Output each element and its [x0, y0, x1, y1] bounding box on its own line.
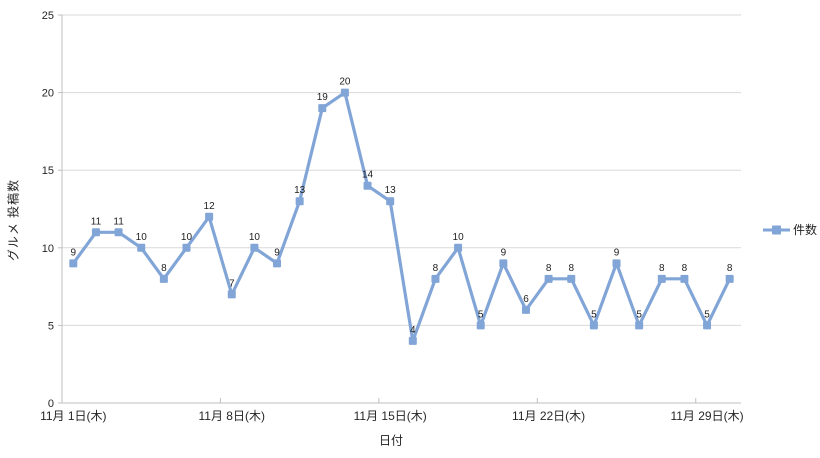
y-axis-title: グルメ 投稿数: [6, 178, 21, 262]
data-point-label: 10: [181, 232, 193, 243]
data-point-label: 8: [433, 263, 439, 274]
data-point-marker: [635, 321, 644, 330]
data-point-marker: [159, 274, 168, 283]
data-point-marker: [340, 88, 349, 97]
data-point-label: 5: [704, 309, 710, 320]
legend-label: 件数: [793, 223, 818, 237]
data-point-label: 12: [204, 201, 216, 212]
data-point-marker: [567, 274, 576, 283]
data-point-marker: [499, 259, 508, 268]
data-point-marker: [476, 321, 485, 330]
data-point-label: 10: [249, 232, 261, 243]
data-point-marker: [318, 104, 327, 113]
data-point-label: 9: [274, 247, 280, 258]
y-tick-label: 5: [48, 320, 54, 332]
data-point-marker: [521, 305, 530, 314]
data-point-marker: [589, 321, 598, 330]
data-point-label: 19: [317, 92, 329, 103]
data-point-label: 5: [591, 309, 597, 320]
data-point-marker: [454, 243, 463, 252]
data-point-label: 13: [294, 185, 306, 196]
legend-line-marker-icon: [763, 225, 790, 234]
x-tick-label: 11月 15日(木): [354, 409, 427, 423]
data-series-line: [71, 90, 732, 343]
data-point-label: 8: [546, 263, 552, 274]
x-tick-label: 11月 1日(木): [40, 409, 106, 423]
data-point-marker: [703, 321, 712, 330]
data-point-marker: [114, 228, 123, 237]
data-point-label: 8: [727, 263, 733, 274]
data-point-marker: [295, 197, 304, 206]
data-point-marker: [386, 197, 395, 206]
x-tick-label: 11月 29日(木): [670, 409, 743, 423]
data-point-marker: [91, 228, 100, 237]
data-point-label: 7: [229, 278, 235, 289]
data-point-marker: [69, 259, 78, 268]
data-point-label: 9: [501, 247, 507, 258]
data-point-label: 14: [362, 170, 374, 181]
data-point-marker: [725, 274, 734, 283]
data-point-marker: [205, 212, 214, 221]
data-point-marker: [250, 243, 259, 252]
data-point-label: 10: [136, 232, 148, 243]
data-point-marker: [431, 274, 440, 283]
data-point-marker: [680, 274, 689, 283]
data-point-label: 9: [71, 247, 77, 258]
y-tick-label: 0: [48, 398, 54, 410]
data-point-marker: [273, 259, 282, 268]
data-point-label: 11: [91, 216, 102, 227]
y-tick-label: 15: [42, 165, 54, 177]
x-axis-title: 日付: [378, 433, 404, 448]
data-point-label: 5: [478, 309, 484, 320]
data-point-label: 8: [682, 263, 688, 274]
data-point-label: 8: [568, 263, 574, 274]
data-point-label: 20: [339, 77, 351, 88]
y-tick-label: 25: [42, 10, 54, 22]
data-point-label: 13: [385, 185, 397, 196]
data-point-marker: [408, 336, 417, 345]
data-point-marker: [137, 243, 146, 252]
legend: 件数: [763, 221, 817, 238]
y-tick-label: 20: [42, 88, 54, 100]
data-point-label: 8: [161, 263, 167, 274]
legend-marker-square: [772, 225, 781, 234]
data-point-label: 11: [113, 216, 124, 227]
data-point-label: 10: [453, 232, 465, 243]
data-point-label: 5: [636, 309, 642, 320]
data-point-marker: [182, 243, 191, 252]
data-point-marker: [657, 274, 666, 283]
data-point-label: 8: [659, 263, 665, 274]
data-point-label: 6: [523, 294, 529, 305]
data-point-label: 9: [614, 247, 620, 258]
data-point-marker: [544, 274, 553, 283]
data-point-marker: [612, 259, 621, 268]
x-tick-label: 11月 22日(木): [512, 409, 585, 423]
x-tick-label: 11月 8日(木): [199, 409, 265, 423]
y-tick-label: 10: [42, 243, 54, 255]
data-point-marker: [363, 181, 372, 190]
data-point-label: 4: [410, 325, 416, 336]
data-point-marker: [227, 290, 236, 299]
